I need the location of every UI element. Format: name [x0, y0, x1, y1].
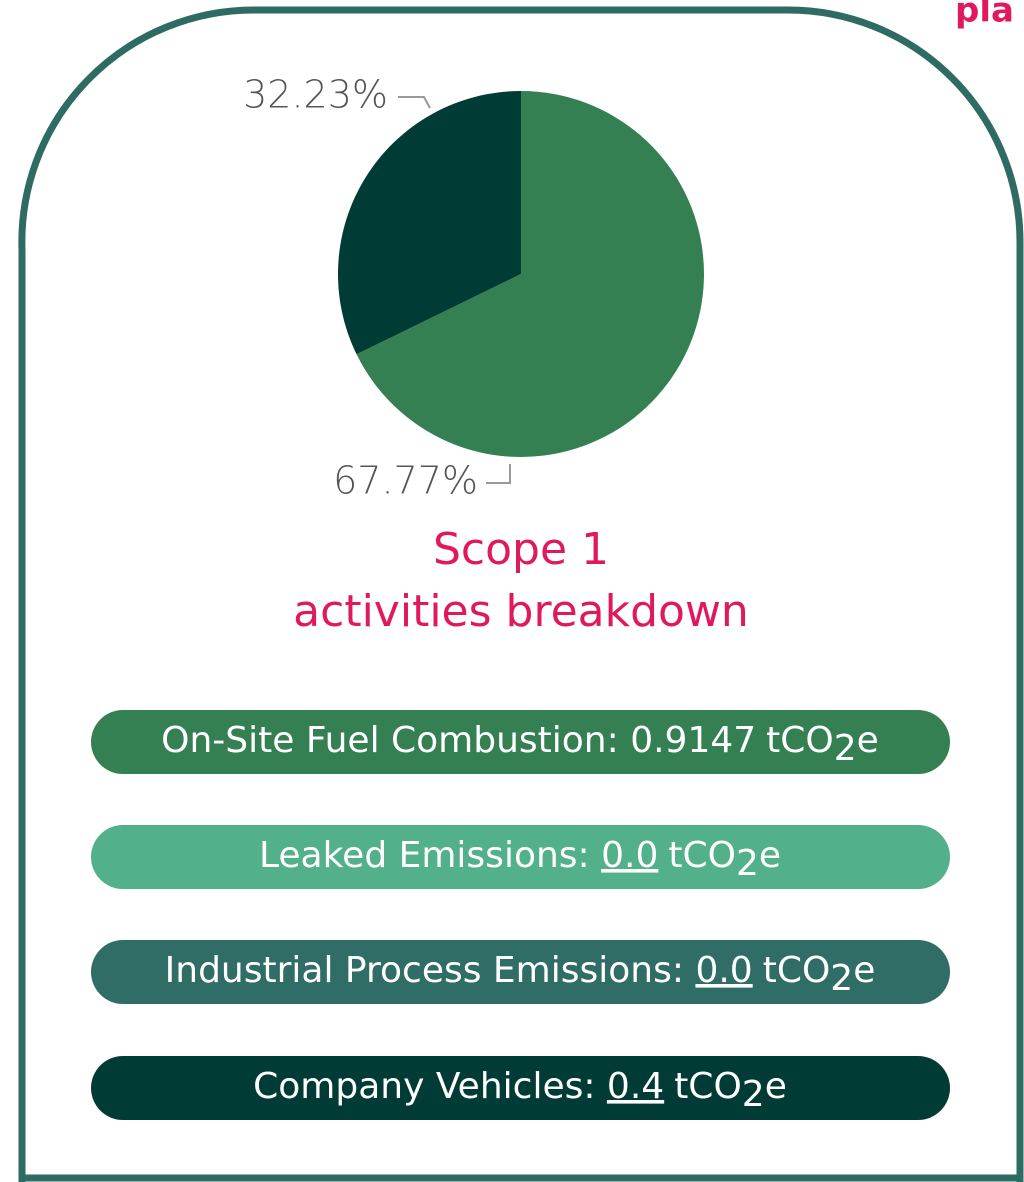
unit: tCO [668, 835, 736, 876]
pie-slice [356, 91, 704, 457]
item-label: Industrial Process Emissions: [165, 950, 696, 991]
unit-end: e [853, 950, 875, 991]
item-value: 0.0 [695, 950, 752, 991]
item-value: 0.9147 [630, 720, 756, 761]
slice-label: 67.77% [333, 459, 478, 503]
item-label: Leaked Emissions: [259, 835, 601, 876]
unit-end: e [765, 1066, 787, 1107]
item-label: Company Vehicles: [253, 1066, 607, 1107]
legend-text: Industrial Process Emissions: 0.0 tCO2e [165, 950, 876, 999]
legend-text: Company Vehicles: 0.4 tCO2e [253, 1066, 787, 1115]
unit-sub: 2 [742, 1074, 765, 1115]
title: activities breakdown [293, 586, 749, 637]
unit-end: e [759, 835, 781, 876]
unit-sub: 2 [830, 958, 853, 999]
legend-list: On-Site Fuel Combustion: 0.9147 tCO2eLeak… [91, 710, 950, 1120]
unit: tCO [766, 720, 834, 761]
legend-pill [91, 825, 950, 889]
legend-pill [91, 940, 950, 1004]
unit-end: e [857, 720, 879, 761]
legend-pill [91, 710, 950, 774]
leader-line [398, 96, 431, 109]
title: Scope 1 [433, 524, 609, 575]
pie-slice [337, 91, 521, 355]
card-frame [18, 6, 1024, 1182]
item-label: On-Site Fuel Combustion: [161, 720, 630, 761]
legend-text: On-Site Fuel Combustion: 0.9147 tCO2e [161, 720, 879, 769]
unit: tCO [763, 950, 831, 991]
item-value: 0.4 [607, 1066, 664, 1107]
legend-text: Leaked Emissions: 0.0 tCO2e [259, 835, 781, 884]
item-value: 0.0 [601, 835, 658, 876]
leader-line [486, 464, 511, 484]
legend-pill [91, 1056, 950, 1120]
corner-text: pla [955, 0, 1014, 31]
pie-chart [337, 91, 704, 457]
slice-label: 32.23% [243, 73, 388, 117]
unit-sub: 2 [834, 728, 857, 769]
unit: tCO [674, 1066, 742, 1107]
unit-sub: 2 [736, 843, 759, 884]
